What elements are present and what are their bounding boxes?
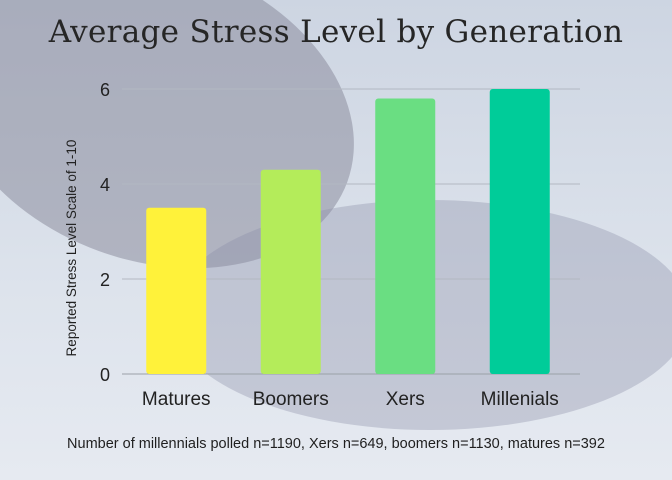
- y-tick-label: 0: [100, 365, 110, 385]
- bar-millenials: [489, 89, 550, 374]
- y-tick-label: 2: [100, 270, 110, 290]
- chart-title: Average Stress Level by Generation: [48, 14, 624, 50]
- x-tick-label: Xers: [386, 389, 425, 410]
- x-tick-label: Boomers: [253, 389, 329, 410]
- x-tick-label: Matures: [142, 389, 211, 410]
- x-tick-label: Millenials: [481, 389, 559, 410]
- y-tick-label: 6: [100, 80, 110, 100]
- x-tick-labels: Matures Boomers Xers Millenials: [142, 389, 559, 410]
- footnote: Number of millennials polled n=1190, Xer…: [67, 436, 605, 452]
- bar-boomers: [260, 169, 321, 374]
- bar-matures: [146, 207, 207, 374]
- y-tick-labels: 0 2 4 6: [100, 80, 110, 385]
- y-tick-label: 4: [100, 175, 110, 195]
- y-axis-label: Reported Stress Level Scale of 1-10: [64, 140, 79, 357]
- bar-xers: [375, 98, 436, 374]
- bars: [146, 89, 550, 374]
